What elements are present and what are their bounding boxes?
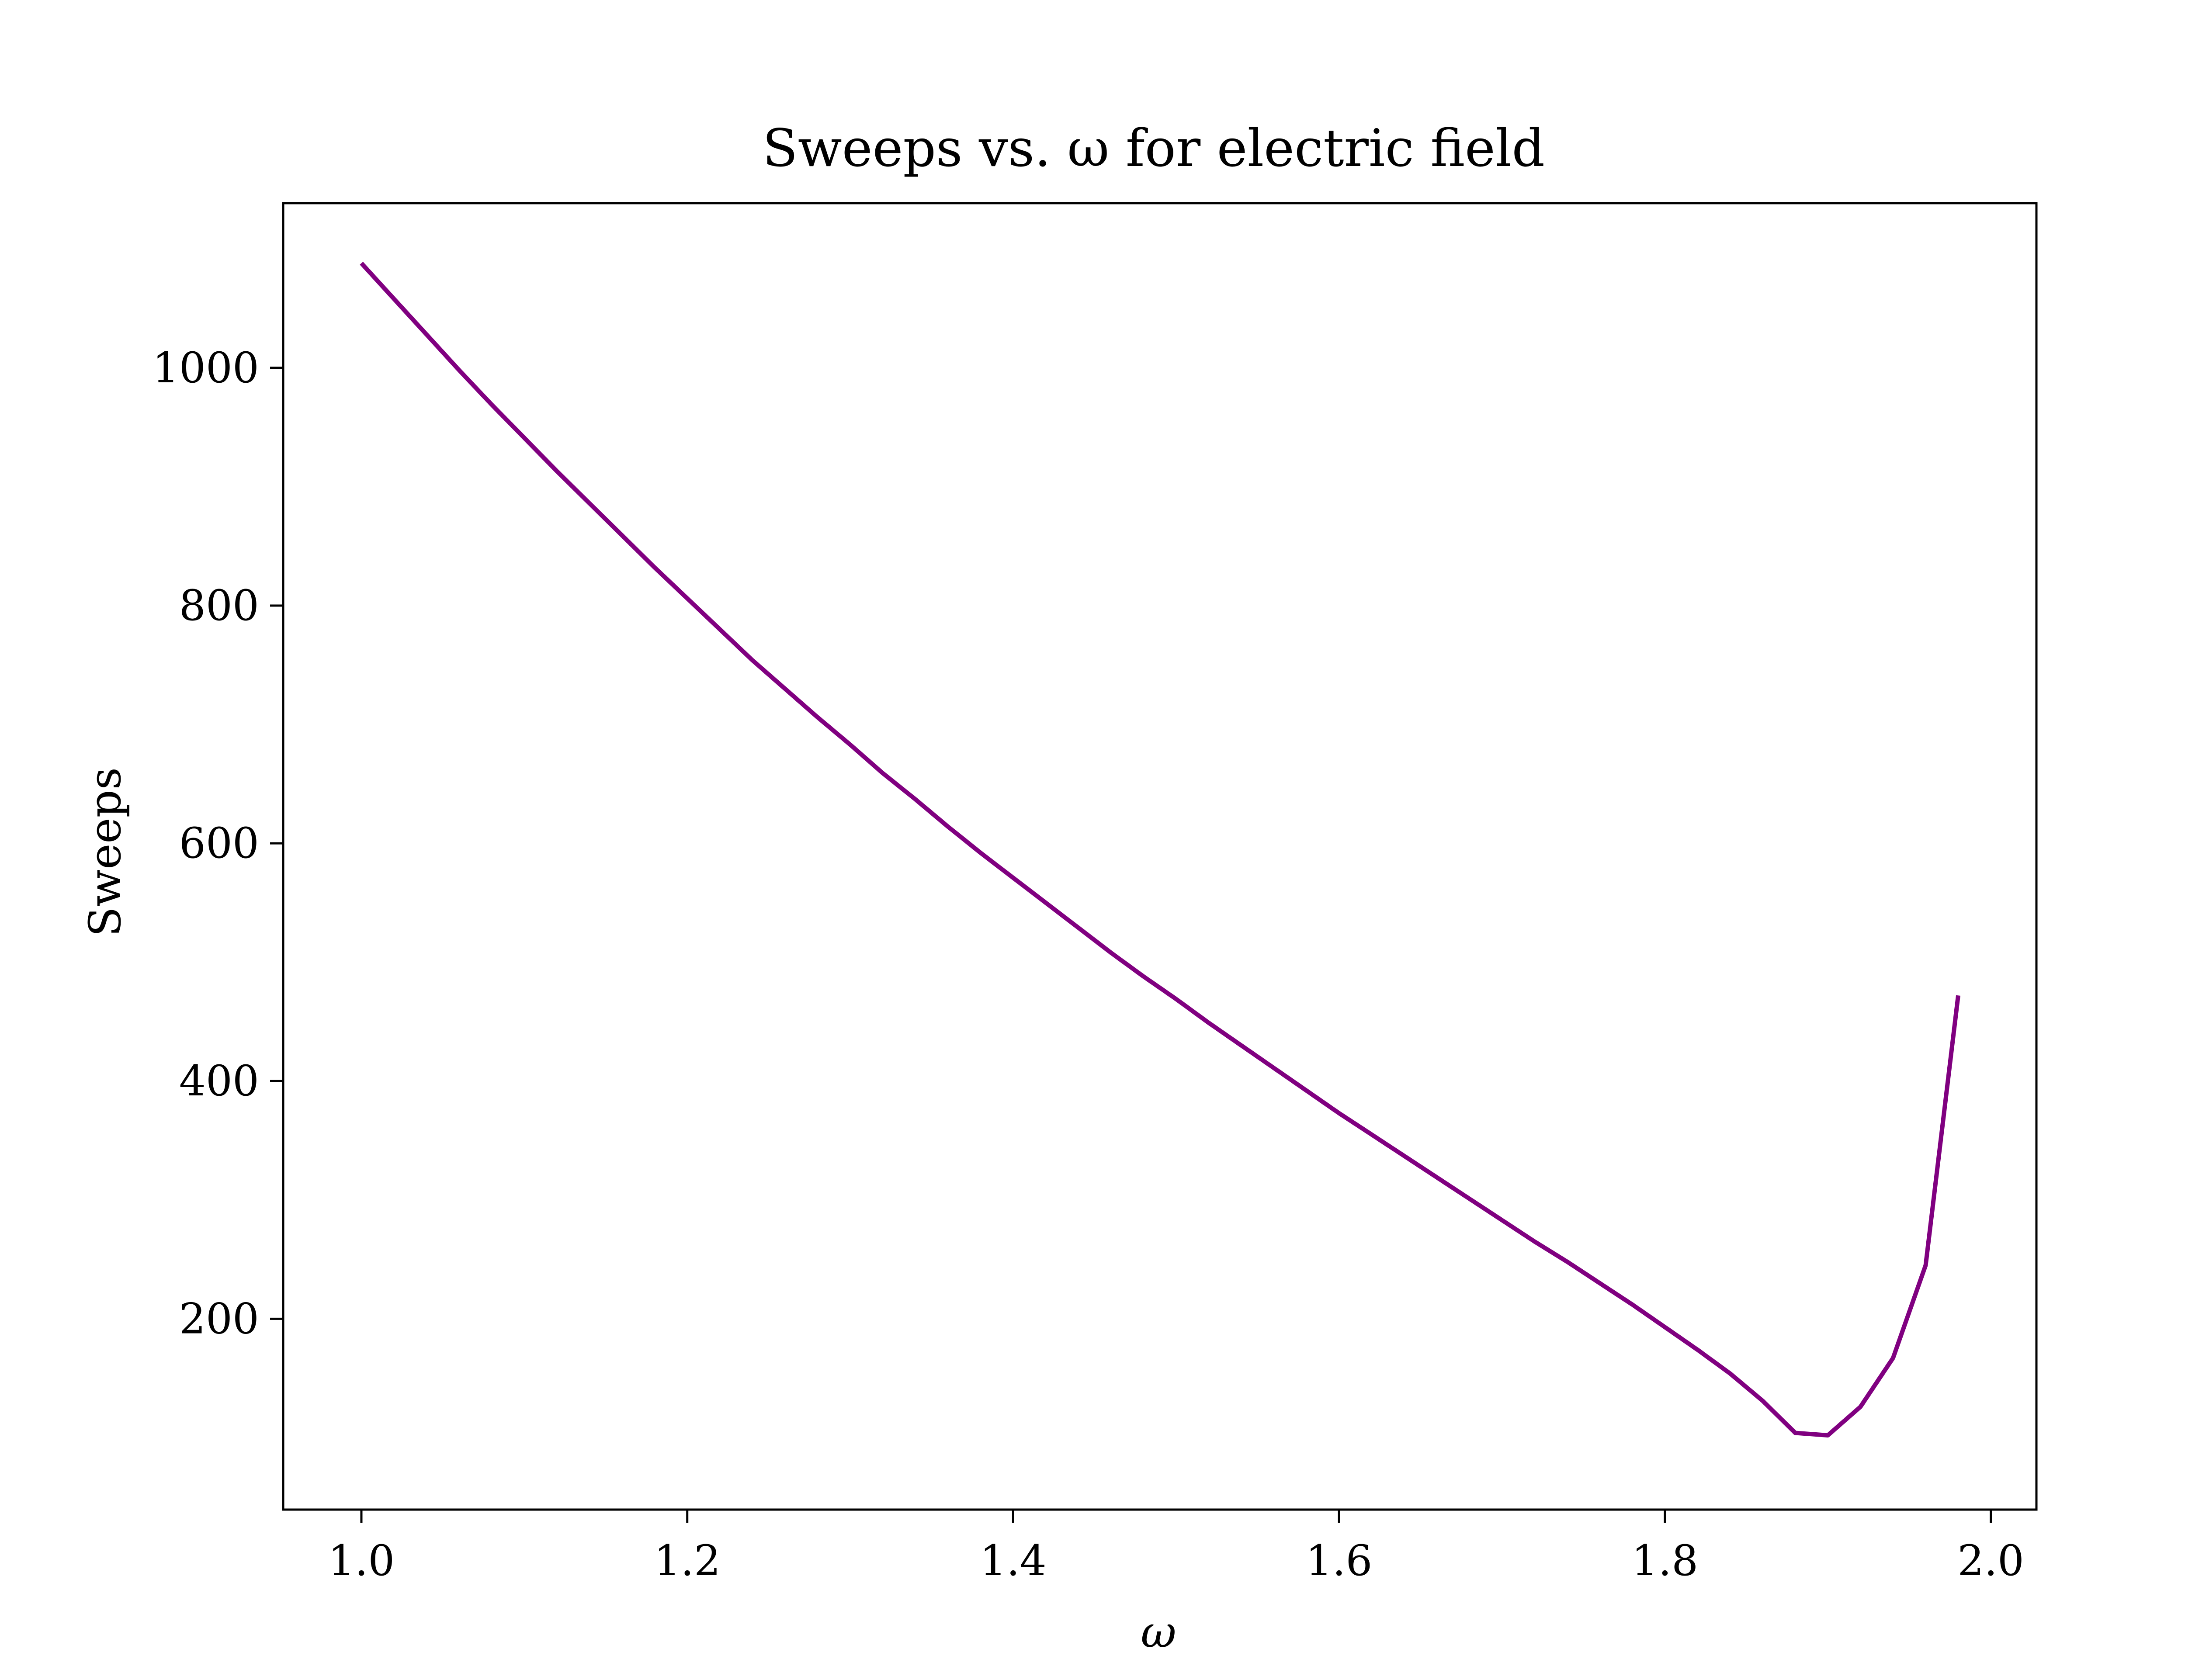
x-tick-label: 1.8	[1632, 1536, 1699, 1585]
x-tick-label: 1.0	[328, 1536, 395, 1585]
y-tick-label: 600	[179, 819, 259, 868]
y-tick-label: 800	[179, 581, 259, 630]
x-axis-label: ω	[1141, 1607, 1176, 1658]
plot-frame	[282, 202, 2038, 1511]
y-tick-label: 200	[179, 1294, 259, 1343]
x-tick-label: 1.6	[1306, 1536, 1373, 1585]
series-line-0	[360, 262, 1960, 1438]
x-tick-label: 1.4	[980, 1536, 1047, 1585]
x-tick-label: 2.0	[1957, 1536, 2024, 1585]
y-axis-label: Sweeps	[80, 767, 131, 937]
y-tick-label: 400	[179, 1056, 259, 1105]
y-tick-label: 1000	[153, 343, 259, 392]
chart-title: Sweeps vs. ω for electric field	[763, 118, 1545, 178]
x-tick-label: 1.2	[654, 1536, 721, 1585]
